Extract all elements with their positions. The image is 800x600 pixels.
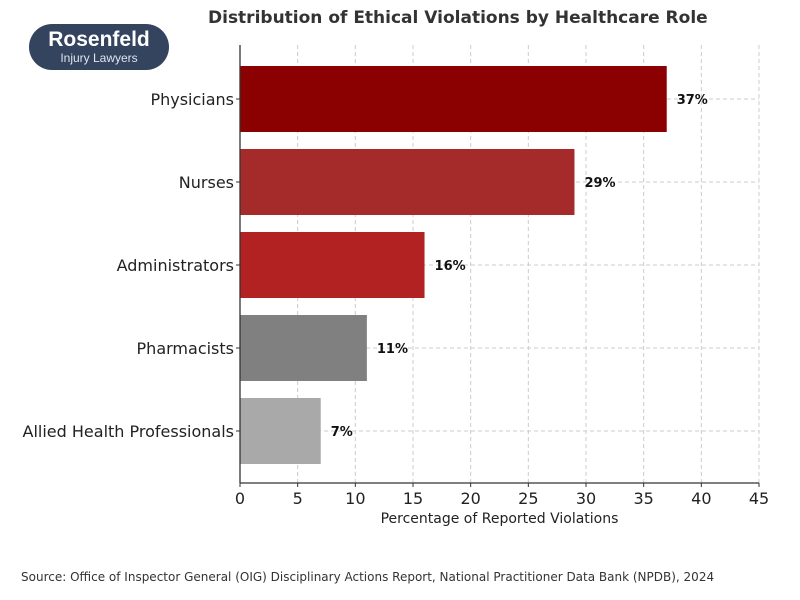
data-label: 16% (435, 259, 466, 274)
x-tick-label: 35 (633, 489, 653, 508)
y-tick-label: Physicians (150, 90, 234, 109)
x-tick-label: 40 (691, 489, 711, 508)
x-tick-label: 25 (518, 489, 538, 508)
chart-title: Distribution of Ethical Violations by He… (208, 8, 708, 28)
data-label: 11% (377, 342, 408, 357)
x-axis-label: Percentage of Reported Violations (381, 511, 619, 527)
rosenfeld-logo: Rosenfeld Injury Lawyers (29, 24, 169, 70)
bar-chart: 37% Physicians 29% Nurses 16% Administrators 1… (23, 45, 769, 527)
logo-line2: Injury Lawyers (60, 51, 138, 65)
data-label: 29% (584, 176, 615, 191)
bar-nurses (240, 149, 575, 215)
x-tick-label: 10 (345, 489, 365, 508)
y-tick-label: Pharmacists (137, 339, 234, 358)
x-tick-label: 30 (576, 489, 596, 508)
bar-allied-health-professionals (240, 398, 321, 464)
x-tick-label: 0 (235, 489, 245, 508)
data-label: 37% (677, 93, 708, 108)
x-tick-label: 5 (293, 489, 303, 508)
y-tick-label: Allied Health Professionals (23, 422, 234, 441)
data-label: 7% (331, 425, 353, 440)
x-tick-label: 20 (460, 489, 480, 508)
y-tick-label: Administrators (117, 256, 234, 275)
bar-administrators (240, 232, 425, 298)
bar-pharmacists (240, 315, 367, 381)
bar-physicians (240, 66, 667, 132)
x-tick-label: 45 (749, 489, 769, 508)
y-tick-label: Nurses (179, 173, 234, 192)
logo-line1: Rosenfeld (48, 28, 150, 51)
x-tick-label: 15 (403, 489, 423, 508)
source-note: Source: Office of Inspector General (OIG… (21, 570, 715, 584)
